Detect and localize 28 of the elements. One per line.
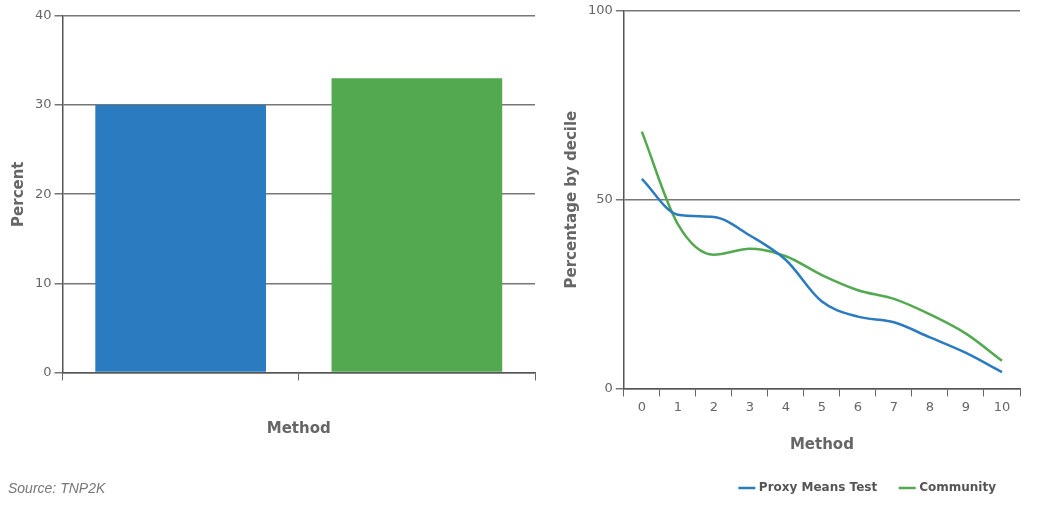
x-axis-title: Method bbox=[266, 418, 331, 437]
x-tick-label: 4 bbox=[781, 398, 791, 414]
x-tick-label: 6 bbox=[853, 398, 863, 414]
y-tick-label: 20 bbox=[35, 185, 52, 201]
x-tick-label: 3 bbox=[745, 398, 755, 414]
legend-label: Proxy Means Test bbox=[758, 480, 878, 495]
y-tick-label: 100 bbox=[587, 2, 613, 18]
x-tick-label: 5 bbox=[817, 398, 827, 414]
line-series bbox=[640, 177, 1004, 374]
y-tick-label: 10 bbox=[35, 274, 52, 290]
line-series bbox=[640, 130, 1004, 363]
x-tick-label: 1 bbox=[673, 398, 682, 414]
y-tick-label: 0 bbox=[604, 379, 613, 395]
x-tick-label: 8 bbox=[925, 398, 935, 414]
x-tick-label: 7 bbox=[889, 398, 899, 414]
legend-label: Community bbox=[919, 480, 997, 495]
y-tick-label: 40 bbox=[35, 7, 52, 23]
x-tick-label: 0 bbox=[637, 398, 646, 414]
x-tick-label: 2 bbox=[709, 398, 718, 414]
source-note: Source: TNP2K bbox=[8, 480, 106, 496]
x-tick-label: 9 bbox=[961, 398, 971, 414]
y-tick-label: 30 bbox=[35, 96, 52, 112]
y-axis-title: Percentage by decile bbox=[561, 110, 580, 289]
x-axis-title: Method bbox=[789, 434, 854, 453]
y-tick-label: 50 bbox=[596, 190, 613, 206]
y-tick-label: 0 bbox=[43, 363, 52, 379]
y-axis-title: Percent bbox=[8, 161, 27, 227]
x-tick-label: 10 bbox=[993, 398, 1011, 414]
